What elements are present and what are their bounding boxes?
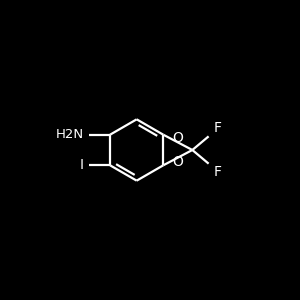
- Text: I: I: [80, 158, 83, 172]
- Text: F: F: [213, 121, 221, 135]
- Text: F: F: [213, 165, 221, 179]
- Text: O: O: [172, 155, 183, 169]
- Text: O: O: [172, 131, 183, 145]
- Text: H2N: H2N: [55, 128, 83, 141]
